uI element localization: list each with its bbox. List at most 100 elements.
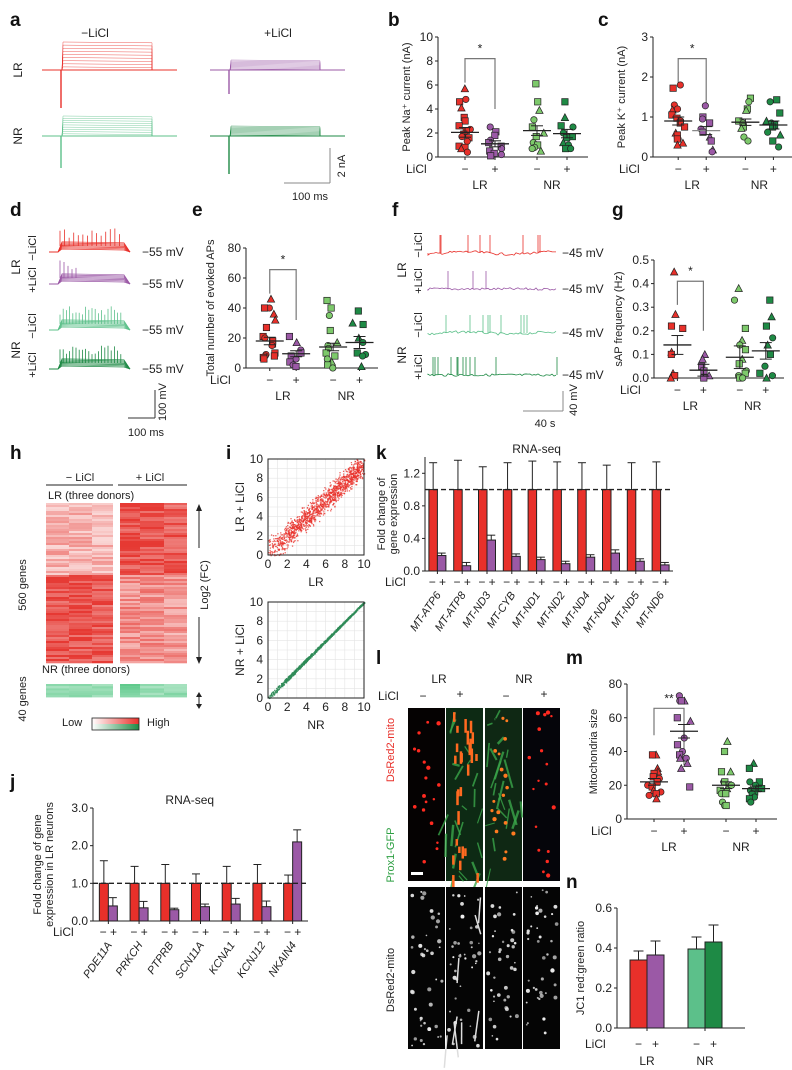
data-point [313,506,314,507]
data-point [312,509,313,510]
heatmap-cell [164,523,187,525]
data-point [292,538,293,539]
heatmap-cell [164,613,187,615]
data-point [313,525,314,526]
data-point [338,627,339,628]
data-point [271,693,272,694]
heatmap-cell [69,505,92,507]
heatmap-cell [46,623,69,625]
mitochondrion [497,993,501,997]
series-0 [456,85,474,155]
heatmap-cell [140,539,164,541]
x-axis-label: NR [307,718,325,732]
mitochondrion [495,830,499,834]
series-1 [698,351,712,382]
heatmap-cell [140,527,164,529]
data-point [294,673,295,674]
data-point [293,530,294,531]
heatmap-cell [69,525,92,527]
data-point [298,667,299,668]
data-point [287,536,288,537]
mitochondrion [541,977,544,980]
data-point [358,470,359,471]
mitochondrion [477,899,479,901]
heatmap-cell [69,581,92,583]
y-tick-label: 0.0 [403,564,420,578]
data-point [286,535,287,536]
heatmap-cell [46,531,69,533]
heatmap-cell [140,609,164,611]
bar-minus-licl [578,490,587,571]
y-axis-label: Peak Na⁺ current (nA) [401,42,413,151]
mitochondrion [437,783,441,787]
mitochondrion [471,946,473,948]
mitochondrion [456,839,459,846]
heatmap-cell [46,627,69,629]
bar-plus-licl [561,564,570,571]
bar-plus-licl [262,907,271,921]
heatmap-cell [120,609,140,611]
data-point [331,500,332,501]
data-point [348,486,349,487]
heatmap-cell [46,684,69,686]
heatmap-cell [92,695,113,697]
data-point-square [328,305,334,311]
data-point [330,635,331,636]
data-point [278,686,279,687]
data-point [335,499,336,500]
data-point [333,480,334,481]
mitochondrion [460,985,462,987]
licl-sign: + [356,373,363,387]
mitochondrion [553,955,557,959]
heatmap-cell [92,591,113,593]
bar-minus-licl [253,883,262,921]
heatmap-cell [140,517,164,519]
data-point [311,654,312,655]
data-point-circle [709,149,715,155]
current-sweep [62,61,152,70]
heatmap-cell [46,633,69,635]
heatmap-cell [164,557,187,559]
condition-label: +LiCl [27,267,39,292]
data-point [294,540,295,541]
bar-plus-licl [636,561,645,571]
mitochondrion [498,957,502,961]
heatmap-cell [69,573,92,575]
data-point [291,541,292,542]
data-point [357,481,358,482]
data-point [285,679,286,680]
heatmap-cell [164,609,187,611]
heatmap-cell [120,585,140,587]
data-point [342,489,343,490]
data-point-square [701,368,707,374]
data-point [304,662,305,663]
data-point [299,519,300,520]
x-tick-label: 6 [322,700,329,714]
data-point [292,520,293,521]
data-point [291,533,292,534]
y-tick-label: 1.0 [71,876,88,890]
data-point [326,492,327,493]
mitochondrion [460,1018,463,1021]
heatmap-cell [46,551,69,553]
mitochondrion [535,911,539,915]
condition-label: −LiCl [27,313,39,338]
data-point [307,514,308,515]
category-label: SCN11A [173,940,207,981]
group-label-lr: LR [685,178,701,192]
y-tick-label: 80 [609,677,623,691]
mitochondrion [470,926,473,929]
heatmap-cell [164,599,187,601]
data-point [308,524,309,525]
heatmap-cell [69,531,92,533]
licl-label: LiCl [53,925,74,939]
series-3 [757,297,776,381]
y-tick-label: 1 [641,110,648,124]
data-point [355,611,356,612]
double-arrow-icon [196,692,202,709]
data-point [338,483,339,484]
data-point [334,481,335,482]
heatmap-cell [92,573,113,575]
data-point [326,506,327,507]
mitochondrion [476,1044,480,1048]
